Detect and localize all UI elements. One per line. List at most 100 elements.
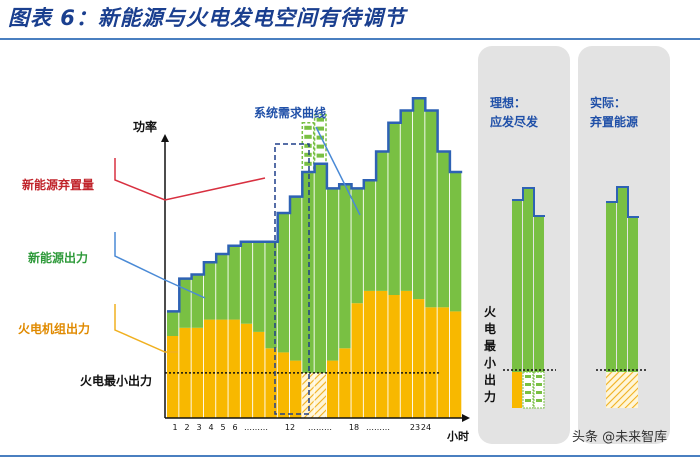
x-tick-label: 4 <box>208 423 214 432</box>
renewable-bar <box>179 278 191 328</box>
thermal-bar <box>203 319 216 418</box>
x-tick-label: 2 <box>184 423 190 432</box>
panel-curtail-stripe <box>525 391 531 394</box>
x-tick-label: 1 <box>172 423 178 432</box>
x-tick-label: 3 <box>196 423 202 432</box>
renewable-bar <box>363 180 376 291</box>
renewable-bar <box>326 188 339 361</box>
legend-renewable-output: 新能源出力 <box>28 251 89 265</box>
curtailment-stripe <box>316 144 324 149</box>
panel-curtail-stripe <box>525 383 531 386</box>
thermal-bar <box>253 331 265 418</box>
renewable-bar <box>339 184 351 349</box>
panel-renewable-bar <box>534 216 544 372</box>
pointer-renewable <box>114 232 206 299</box>
thermal-bar <box>413 299 425 418</box>
panel-renewable-bar <box>512 200 522 372</box>
actual-panel-title-2: 弃置能源 <box>590 115 639 129</box>
panel-renewable-bar <box>628 217 638 372</box>
x-tick-label: 23 <box>409 423 421 432</box>
thermal-bar <box>167 336 179 418</box>
curtailment-stripe <box>304 134 312 139</box>
panel-curtail-stripe <box>536 375 542 378</box>
thermal-bar <box>228 319 240 418</box>
curtailed-thermal-slot <box>314 372 326 418</box>
thermal-bar <box>400 290 413 418</box>
panel-curtail-stripe <box>536 391 542 394</box>
demand-curve-line <box>167 96 463 313</box>
renewable-bar <box>167 311 179 336</box>
thermal-bar <box>265 348 277 418</box>
thermal-bar <box>240 323 253 418</box>
curtailment-stripe <box>304 152 312 157</box>
x-tick-label: ……… <box>366 423 390 432</box>
panel-low-segment <box>522 371 534 409</box>
pointer-demand-curve <box>315 126 361 216</box>
panel-curtail-stripe <box>525 399 531 402</box>
panel-curtail-stripe <box>525 375 531 378</box>
panel-curtail-stripe <box>536 399 542 402</box>
legend-curtailment: 新能源弃置量 <box>22 178 95 192</box>
x-tick-label: 24 <box>420 423 432 432</box>
thermal-bar <box>425 307 437 418</box>
curtailment-stripe <box>304 161 312 166</box>
vlabel-char: 出 <box>483 373 496 387</box>
thermal-bar <box>326 360 339 418</box>
vlabel-char: 火 <box>483 305 496 319</box>
figure-title: 图表 6：新能源与火电发电空间有待调节 <box>8 6 406 30</box>
renewable-bar <box>413 98 425 300</box>
renewable-bar <box>351 188 363 304</box>
renewable-bar <box>388 122 400 295</box>
x-tick-label: ……… <box>308 423 332 432</box>
renewable-bar <box>191 274 203 328</box>
legend-thermal-output: 火电机组出力 <box>18 322 91 336</box>
watermark: 头条 @未来智库 <box>572 430 668 445</box>
panel-low-segment <box>512 372 522 408</box>
pointer-curtailment <box>114 158 266 201</box>
panel-demand-line <box>512 187 545 217</box>
renewable-bar <box>203 262 216 320</box>
thermal-bar <box>351 303 363 418</box>
curtailment-stripe <box>316 153 324 158</box>
x-tick-label: 12 <box>284 423 296 432</box>
panel-demand-line <box>606 186 639 218</box>
vlabel-char: 小 <box>483 356 496 370</box>
curtailment-stripe <box>316 126 324 131</box>
thermal-bar <box>437 307 449 418</box>
pointer-thermal <box>114 304 178 353</box>
x-tick-label: 6 <box>232 423 238 432</box>
x-axis-label: 小时 <box>447 430 469 443</box>
renewable-bar <box>253 241 265 332</box>
vlabel-char: 力 <box>483 390 496 404</box>
panel-low-segment <box>533 371 545 409</box>
curtailment-stripe <box>304 143 312 148</box>
ideal-panel-title-2: 应发尽发 <box>490 115 539 129</box>
curtailment-highlight-box <box>274 143 310 415</box>
x-tick-label: 5 <box>220 423 226 432</box>
renewable-bar <box>425 110 437 308</box>
demand-curve-label: 系统需求曲线 <box>254 106 327 120</box>
thermal-bar <box>277 352 290 418</box>
vlabel-char: 电 <box>483 322 496 336</box>
curtailment-stripe <box>316 117 324 122</box>
panel-renewable-bar <box>617 187 627 372</box>
thermal-bar <box>388 295 400 418</box>
renewable-bar <box>265 241 277 349</box>
title-divider <box>0 38 700 40</box>
y-axis-label: 功率 <box>133 120 158 134</box>
x-tick-label: 18 <box>348 423 360 432</box>
thermal-bar <box>216 319 228 418</box>
renewable-bar <box>240 241 253 324</box>
thermal-bar <box>376 290 388 418</box>
panel-renewable-bar <box>606 202 616 372</box>
panel-renewable-bar <box>523 188 533 372</box>
ideal-panel-title-1: 理想： <box>490 96 527 110</box>
min-output-label: 火电最小出力 <box>80 374 153 388</box>
thermal-bar <box>363 290 376 418</box>
renewable-bar <box>314 163 326 373</box>
curtailment-stripe <box>304 125 312 130</box>
renewable-bar <box>376 151 388 291</box>
renewable-bar <box>290 196 302 361</box>
panel-curtail-stripe <box>536 383 542 386</box>
